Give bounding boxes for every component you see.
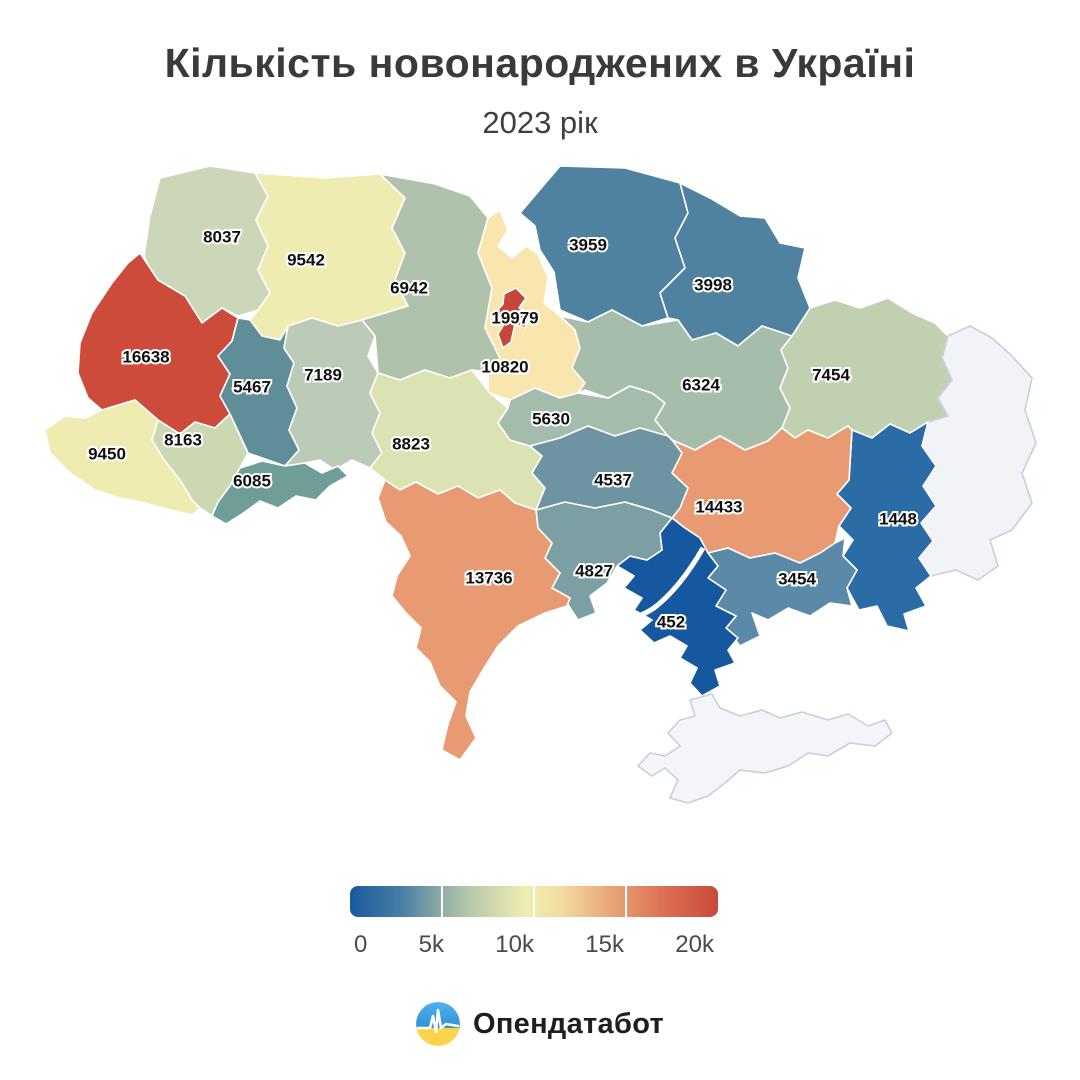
dnipro-river [599, 546, 706, 624]
region-donetsk[interactable] [836, 421, 937, 632]
page-title: Кількість новонароджених в Україні [164, 40, 916, 86]
region-value-label-lviv: 16638 [122, 347, 169, 366]
legend-tick-labels: 0 5k 10k 15k 20k [350, 931, 718, 959]
brand-footer: Опендатабот [0, 1002, 1080, 1046]
page-subtitle: 2023 рік [482, 105, 598, 140]
region-value-label-donetsk: 1448 [879, 509, 917, 528]
region-value-label-kharkiv: 7454 [812, 365, 850, 384]
legend-gradient-bar [350, 886, 718, 917]
legend-tick: 0 [354, 931, 368, 958]
region-crimea[interactable] [637, 693, 893, 804]
region-value-label-volyn: 8037 [203, 227, 241, 246]
region-zakarpattia[interactable] [44, 399, 201, 516]
region-value-label-chernihiv: 3959 [569, 235, 607, 254]
region-value-label-zhytomyr: 6942 [390, 278, 428, 297]
legend-separator [625, 886, 627, 917]
color-legend: 0 5k 10k 15k 20k [350, 886, 718, 959]
region-value-label-odesa: 13736 [465, 568, 512, 587]
legend-separator [533, 886, 535, 917]
region-value-label-ternopil: 5467 [233, 377, 271, 396]
brand-name: Опендатабот [473, 1007, 664, 1040]
region-value-label-kherson: 452 [657, 612, 685, 631]
region-value-label-rivne: 9542 [287, 250, 325, 269]
region-value-label-dnipropetrovsk: 14433 [695, 497, 742, 516]
region-value-label-kyiv-oblast: 10820 [481, 357, 528, 376]
region-value-label-cherkasy: 5630 [532, 409, 570, 428]
region-value-label-kyiv-city: 19979 [491, 308, 538, 327]
region-odesa[interactable] [377, 479, 571, 761]
region-value-label-chernivtsi: 6085 [233, 471, 271, 490]
region-value-label-sumy: 3998 [694, 275, 732, 294]
map-svg: 8037 9542 6942 3959 3998 10820 19979 16638 5467 7… [44, 165, 1037, 804]
legend-tick: 15k [585, 931, 624, 958]
region-kherson[interactable] [616, 517, 739, 697]
legend-tick: 20k [675, 931, 714, 958]
region-value-label-vinnytsia: 8823 [392, 434, 430, 453]
region-value-label-poltava: 6324 [682, 375, 720, 394]
legend-separator [441, 886, 443, 917]
region-value-label-khmelnytskyi: 7189 [304, 365, 342, 384]
legend-tick: 5k [418, 931, 444, 958]
region-luhansk[interactable] [918, 325, 1037, 581]
region-kyiv-city[interactable] [495, 287, 532, 349]
ukraine-choropleth-map: 8037 9542 6942 3959 3998 10820 19979 16638 5467 7… [40, 158, 1040, 838]
region-value-label-ivano-frankivsk: 8163 [164, 430, 202, 449]
region-kirovohrad[interactable] [529, 425, 689, 519]
legend-tick: 10k [495, 931, 534, 958]
region-value-label-zakarpattia: 9450 [88, 444, 126, 463]
region-value-label-mykolaiv: 4827 [575, 561, 613, 580]
region-kharkiv[interactable] [779, 297, 953, 439]
region-value-label-kirovohrad: 4537 [594, 470, 632, 489]
opendatabot-logo-icon [416, 1002, 460, 1046]
region-value-label-zaporizhzhia: 3454 [778, 569, 816, 588]
region-chernivtsi[interactable] [211, 460, 349, 525]
region-khmelnytskyi[interactable] [283, 317, 383, 471]
